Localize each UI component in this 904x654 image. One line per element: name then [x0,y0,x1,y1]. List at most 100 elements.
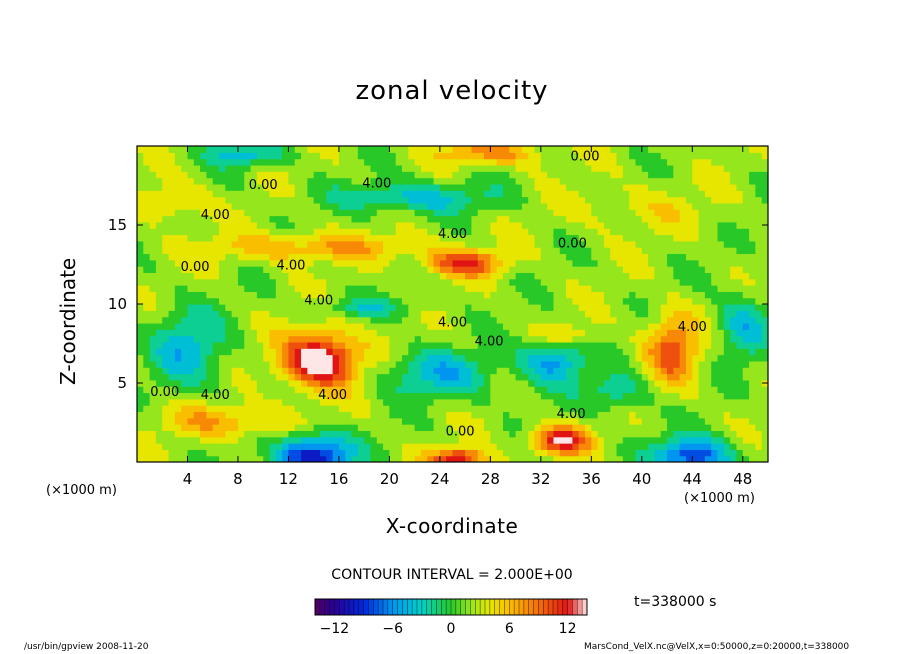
heat-cell [679,164,687,172]
heat-cell [420,443,428,450]
heat-cell [553,398,561,406]
heat-cell [313,196,321,204]
heat-cell [755,259,763,267]
heat-cell [603,240,611,248]
heat-cell [597,221,605,229]
heat-cell [212,449,220,457]
heat-cell [237,215,245,223]
heat-cell [206,164,214,172]
heat-cell [143,285,151,292]
heat-cell [490,196,498,204]
heat-cell [622,411,630,419]
heat-cell [319,354,327,362]
heat-cell [364,411,372,419]
heat-cell [679,278,687,286]
heat-cell [282,190,290,198]
heat-cell [585,202,592,210]
heat-cell [622,202,630,210]
heat-cell [578,253,586,261]
heat-cell [301,386,308,394]
heat-cell [616,183,624,191]
heat-cell [137,146,144,153]
heat-cell [168,164,176,172]
heat-cell [723,436,731,444]
heat-cell [585,177,592,185]
heat-cell [711,202,719,210]
heat-cell [622,436,630,444]
heat-cell [357,234,365,242]
heat-cell [200,335,208,343]
heat-cell [338,329,346,337]
heat-cell [200,202,208,210]
heat-cell [301,354,308,362]
heat-cell [345,322,353,330]
heat-cell [193,436,201,444]
heat-cell [648,190,656,198]
heat-cell [137,253,144,261]
heat-cell [149,430,157,438]
heat-cell [345,455,353,462]
heat-cell [364,183,372,191]
heat-cell [345,316,353,324]
heat-cell [490,253,498,261]
heat-cell [458,196,466,204]
heat-cell [635,443,643,450]
heat-cell [629,259,637,267]
heat-cell [521,272,529,280]
heat-cell [578,392,586,400]
heat-cell [244,164,252,172]
heat-cell [206,455,214,462]
heat-cell [162,424,170,431]
heat-cell [313,272,321,280]
heat-cell [635,183,643,191]
heat-cell [137,304,144,311]
heat-cell [717,398,725,406]
heat-cell [351,278,359,286]
heat-cell [402,297,409,305]
heat-cell [597,196,605,204]
heat-cell [484,316,491,324]
heat-cell [269,322,277,330]
heat-cell [357,360,365,368]
heat-cell [730,392,738,400]
heat-cell [635,146,643,153]
heat-cell [439,449,447,457]
heat-cell [313,417,321,425]
heat-cell [250,322,258,330]
heat-cell [616,398,624,406]
heat-cell [704,240,712,248]
heat-cell [244,209,252,217]
heat-cell [408,455,416,462]
heat-cell [155,379,163,387]
heat-cell [256,183,264,191]
heat-cell [282,310,290,318]
heat-cell [313,405,321,413]
heat-cell [439,259,447,267]
heat-cell [742,215,750,223]
heat-cell [149,398,157,406]
heat-cell [408,379,416,387]
heat-cell [383,183,390,191]
heat-cell [231,424,239,431]
heat-cell [749,449,756,457]
heat-cell [723,291,731,299]
heat-cell [540,177,548,185]
heat-cell [137,278,144,286]
heat-cell [143,190,151,198]
heat-cell [332,335,340,343]
heat-cell [338,183,346,191]
heat-cell [231,316,239,324]
heat-cell [723,367,731,375]
heat-cell [389,272,397,280]
heat-cell [301,297,308,305]
heat-cell [389,367,397,375]
heat-cell [496,209,504,217]
heat-cell [414,190,422,198]
heat-cell [534,329,542,337]
heat-cell [244,322,252,330]
heat-cell [376,449,384,457]
heat-cell [509,272,517,280]
heat-cell [685,354,693,362]
heat-cell [275,228,283,236]
heat-cell [174,183,182,191]
